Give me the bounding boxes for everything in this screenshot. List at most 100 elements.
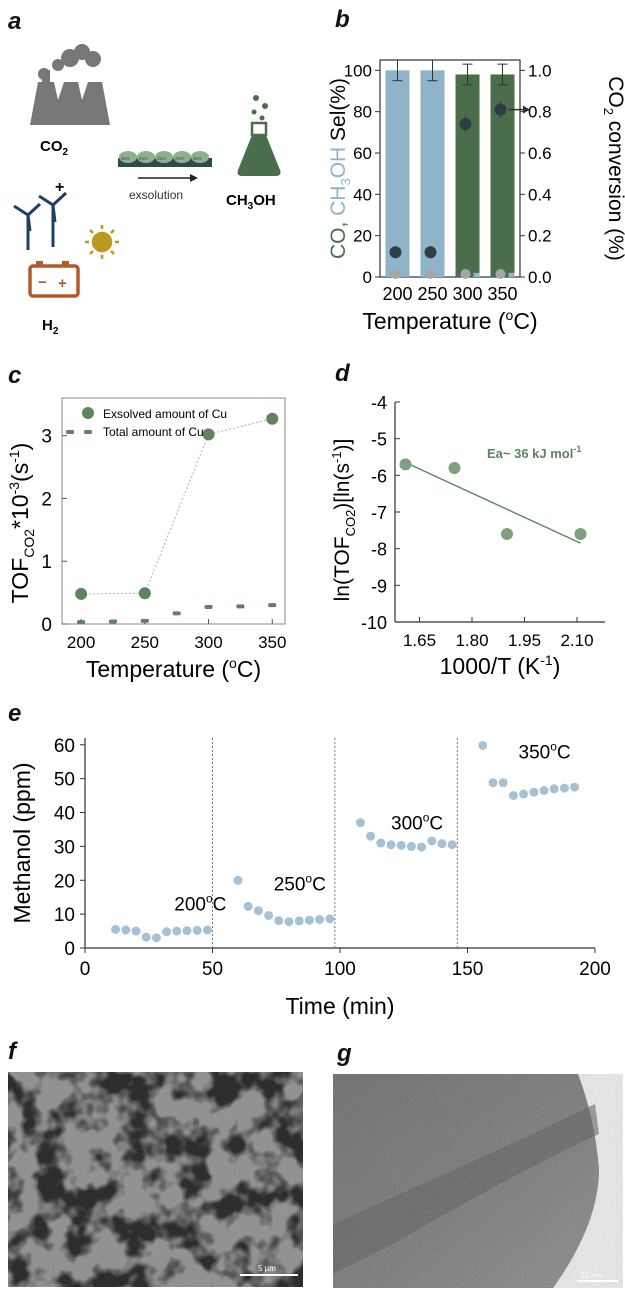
- data-point: [559, 783, 569, 793]
- chart-b-selectivity: 0 20 40 60 80 100 0.0 0.2 0.4 0.6 0.8 1.0 200 250 300 3…: [327, 59, 625, 334]
- temperature-label: 200oC: [174, 892, 226, 916]
- svg-text:ZnO: ZnO: [121, 156, 130, 161]
- methanol-label: CH3OH: [226, 192, 276, 212]
- y-tick-label: 10: [54, 905, 75, 926]
- svg-text:ZnO: ZnO: [139, 156, 148, 161]
- data-point: [355, 818, 365, 828]
- legend-marker: [82, 407, 94, 419]
- x-tick-label: 200: [579, 959, 611, 980]
- data-point: [294, 916, 304, 926]
- y-axis-label: Methanol (ppm): [9, 762, 35, 923]
- factory-icon: [30, 44, 110, 125]
- x-tick-label: 250: [417, 284, 447, 304]
- battery-icon: − +: [28, 261, 80, 298]
- y-tick-label-right: 1.0: [528, 61, 552, 80]
- data-point: [376, 838, 386, 848]
- legend-label: Exsolved amount of Cu: [103, 407, 227, 421]
- plot-frame: [379, 59, 521, 278]
- total-point: [172, 611, 181, 616]
- x-axis-label: Temperature (oC): [362, 307, 537, 334]
- svg-text:+: +: [58, 275, 67, 292]
- data-point: [233, 875, 243, 885]
- data-point: [202, 925, 212, 935]
- tem-image: 20 nm: [333, 1074, 623, 1288]
- y-tick-label: 30: [54, 837, 75, 858]
- y-tick-label: 0: [64, 939, 75, 960]
- scale-label-f: 5 µm: [258, 1264, 276, 1273]
- chart-e-methanol: 0 50 100 150 200 0 10 20 30 40 50 60 200oC 250oC 300oC…: [9, 736, 611, 1019]
- x-tick-label: 350: [487, 284, 517, 304]
- arrow-head-icon: [190, 174, 198, 182]
- baseline-marker: [460, 269, 471, 279]
- y-axis-label: TOFCO2*10-3(s-1): [6, 443, 37, 604]
- x-tick-label: 0: [80, 959, 91, 980]
- temperature-label: 250oC: [274, 871, 326, 895]
- temperature-label: 350oC: [519, 739, 571, 763]
- conversion-point: [389, 246, 402, 259]
- data-point: [539, 786, 549, 795]
- y-tick-label: -10: [361, 613, 387, 633]
- y-tick-label: 40: [54, 804, 75, 825]
- svg-text:−: −: [38, 274, 47, 291]
- total-point: [108, 619, 117, 624]
- data-point: [162, 927, 172, 937]
- data-point: [151, 933, 161, 943]
- exsolved-point: [266, 412, 279, 425]
- data-point: [264, 910, 274, 920]
- baseline-marker: [390, 269, 401, 279]
- y-tick-label: 0: [41, 615, 52, 636]
- data-point: [406, 841, 416, 851]
- legend-label: Total amount of Cu: [103, 425, 204, 439]
- x-tick-label: 150: [452, 959, 484, 980]
- exsolved-point: [202, 428, 215, 441]
- y-tick-label: 2: [41, 489, 52, 510]
- sun-icon: [85, 225, 119, 259]
- x-tick-label: 1.80: [455, 631, 488, 650]
- data-point: [274, 916, 284, 926]
- total-point: [140, 618, 149, 623]
- chart-d-arrhenius: 1.65 1.80 1.95 2.10 -4 -5 -6 -7 -8 -9 -10 Ea~ 36 kJ…: [329, 393, 605, 679]
- data-point: [447, 840, 457, 850]
- bar: [508, 272, 515, 277]
- data-point: [574, 528, 587, 540]
- scheme-panel-a: CO2 + − + H2 ZnO ZnO ZnO ZnO ZnO exsolut…: [13, 44, 281, 337]
- data-point: [498, 778, 508, 788]
- data-point: [437, 839, 447, 849]
- data-point: [141, 932, 151, 942]
- x-tick-label: 300: [194, 633, 222, 652]
- data-point: [478, 740, 488, 750]
- data-point: [192, 925, 202, 935]
- bar: [473, 272, 480, 277]
- y-tick-label: 3: [41, 427, 52, 448]
- y-tick-label: -6: [371, 466, 387, 486]
- y-tick-label-right: 0.4: [528, 185, 552, 204]
- wind-turbine-icon: [13, 191, 68, 250]
- data-point: [448, 462, 461, 474]
- data-point: [386, 840, 396, 850]
- x-axis-label: 1000/T (K-1): [440, 652, 561, 679]
- exsolution-substrate: ZnO ZnO ZnO ZnO ZnO: [118, 151, 212, 167]
- x-tick-label: 100: [324, 959, 356, 980]
- conversion-point: [494, 103, 507, 116]
- total-point: [236, 604, 245, 609]
- scale-label-g: 20 nm: [580, 1271, 603, 1280]
- data-point: [501, 528, 513, 540]
- x-tick-label: 1.95: [508, 631, 541, 650]
- exsolved-point: [138, 587, 151, 600]
- conversion-point: [424, 246, 437, 259]
- series-line: [81, 418, 273, 595]
- y-tick-label-right: 0.0: [528, 268, 552, 287]
- y-tick-label: -7: [371, 503, 387, 523]
- legend-marker: [84, 430, 92, 434]
- baseline-marker: [425, 269, 436, 279]
- x-tick-label: 250: [131, 633, 159, 652]
- data-point: [399, 458, 412, 471]
- data-point: [366, 831, 376, 841]
- data-point: [111, 924, 121, 934]
- y-tick-label: 20: [54, 871, 75, 892]
- panel-label-d: d: [335, 360, 350, 387]
- x-tick-label: 300: [452, 284, 482, 304]
- panel-label-c: c: [8, 362, 22, 389]
- y-tick-label-right: 0.6: [528, 144, 552, 163]
- y-axis-label-right: CO2 conversion (%): [601, 76, 625, 261]
